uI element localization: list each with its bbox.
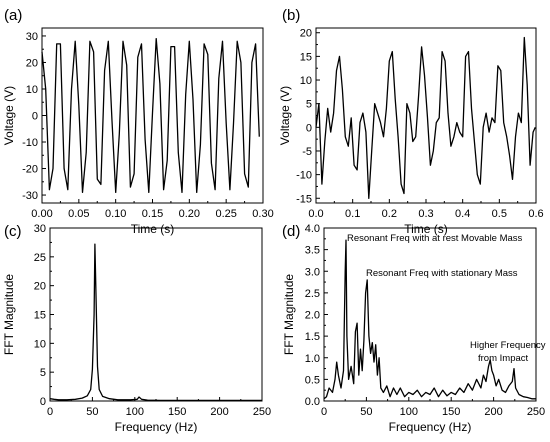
x-axis-title: Frequency (Hz) — [115, 420, 198, 434]
x-tick-label: 0 — [321, 406, 327, 418]
series-line — [315, 36, 536, 199]
x-tick-label: 0.1 — [345, 208, 360, 220]
x-tick-label: 0 — [47, 406, 53, 418]
y-tick-label: 0 — [40, 396, 46, 408]
y-tick-label: 0.5 — [305, 374, 320, 386]
y-tick-label: -15 — [296, 193, 312, 205]
y-tick-label: 3.5 — [305, 245, 320, 257]
x-tick-label: 250 — [527, 406, 545, 418]
annotation-label: from Impact — [478, 353, 529, 364]
x-tick-label: 150 — [168, 406, 186, 418]
x-tick-label: 0.4 — [455, 208, 470, 220]
x-tick-label: 0.6 — [528, 208, 543, 220]
panel-label: (a) — [4, 7, 22, 24]
y-tick-label: 5 — [306, 99, 312, 111]
y-tick-label: -5 — [302, 146, 312, 158]
plot-frame — [323, 227, 537, 402]
panel-c: 0 50 100 150 200 250 0 5 10 15 20 25 30 Frequency (Hz… — [2, 223, 271, 434]
x-tick-label: 0.3 — [418, 208, 433, 220]
y-tick-label: -20 — [22, 164, 38, 176]
y-tick-label: 3.0 — [305, 266, 320, 278]
series-line — [323, 239, 536, 400]
annotation-label: Higher Frequency — [470, 340, 546, 351]
y-tick-label: 10 — [34, 338, 46, 350]
y-tick-label: 15 — [300, 51, 312, 63]
y-tick-label: -10 — [296, 170, 312, 182]
y-tick-label: 0 — [32, 111, 38, 123]
x-tick-label: 200 — [210, 406, 228, 418]
x-tick-label: 0.0 — [308, 208, 323, 220]
y-tick-label: 1.5 — [305, 331, 320, 343]
panel-d: 0 50 100 150 200 250 0.0 0.5 1.0 1.5 2.0 2.5 3.0 3.5 4… — [282, 223, 546, 434]
x-tick-label: 50 — [360, 406, 372, 418]
x-tick-label: 0.20 — [179, 208, 200, 220]
annotation-label: Resonant Freq with at rest Movable Mass — [347, 233, 523, 244]
y-axis-title: FFT Magnitude — [282, 274, 296, 355]
x-tick-label: 0.00 — [31, 208, 52, 220]
y-axis-title: Voltage (V) — [278, 86, 292, 145]
panel-label: (b) — [282, 7, 300, 24]
x-tick-label: 0.15 — [142, 208, 163, 220]
annotation-label: Resonant Freq with stationary Mass — [366, 268, 518, 279]
y-tick-label: 2.5 — [305, 288, 320, 300]
y-tick-label: 0.0 — [305, 396, 320, 408]
y-tick-label: 0 — [306, 122, 312, 134]
y-tick-label: 2.0 — [305, 310, 320, 322]
x-tick-label: 200 — [484, 406, 502, 418]
y-tick-label: 30 — [26, 31, 38, 43]
x-tick-label: 150 — [442, 406, 460, 418]
x-tick-label: 0.25 — [215, 208, 236, 220]
x-tick-label: 0.2 — [382, 208, 397, 220]
y-tick-label: 10 — [300, 75, 312, 87]
panel-b: 0.0 0.1 0.2 0.3 0.4 0.5 0.6 -15 -10 -5 0 5 10 15 20 Tim… — [278, 7, 544, 236]
x-axis-title: Time (s) — [404, 222, 448, 236]
y-axis-title: FFT Magnitude — [2, 274, 16, 355]
y-tick-label: -10 — [22, 137, 38, 149]
plot-frame — [49, 227, 263, 402]
x-tick-label: 50 — [86, 406, 98, 418]
panel-label: (c) — [4, 223, 22, 240]
y-tick-label: 1.0 — [305, 353, 320, 365]
x-tick-label: 0.5 — [492, 208, 507, 220]
x-tick-label: 0.10 — [105, 208, 126, 220]
y-tick-label: 20 — [34, 281, 46, 293]
series-line — [49, 243, 262, 402]
y-axis-title: Voltage (V) — [2, 86, 16, 145]
x-tick-label: 250 — [253, 406, 271, 418]
x-tick-label: 0.05 — [68, 208, 89, 220]
y-tick-label: -30 — [22, 190, 38, 202]
series-line — [41, 37, 260, 194]
panel-a: 0.00 0.05 0.10 0.15 0.20 0.25 0.30 -30 -20 -10 0 10… — [2, 7, 274, 236]
y-tick-label: 5 — [40, 367, 46, 379]
x-axis-title: Frequency (Hz) — [389, 420, 472, 434]
panel-label: (d) — [282, 223, 300, 240]
y-tick-label: 10 — [26, 84, 38, 96]
y-tick-label: 20 — [300, 28, 312, 40]
y-tick-label: 15 — [34, 310, 46, 322]
y-tick-label: 4.0 — [305, 223, 320, 235]
y-tick-label: 30 — [34, 223, 46, 235]
x-tick-label: 0.30 — [252, 208, 273, 220]
x-tick-label: 100 — [126, 406, 144, 418]
y-tick-label: 25 — [34, 252, 46, 264]
x-tick-label: 100 — [400, 406, 418, 418]
x-axis-title: Time (s) — [131, 222, 175, 236]
y-tick-label: 20 — [26, 57, 38, 69]
